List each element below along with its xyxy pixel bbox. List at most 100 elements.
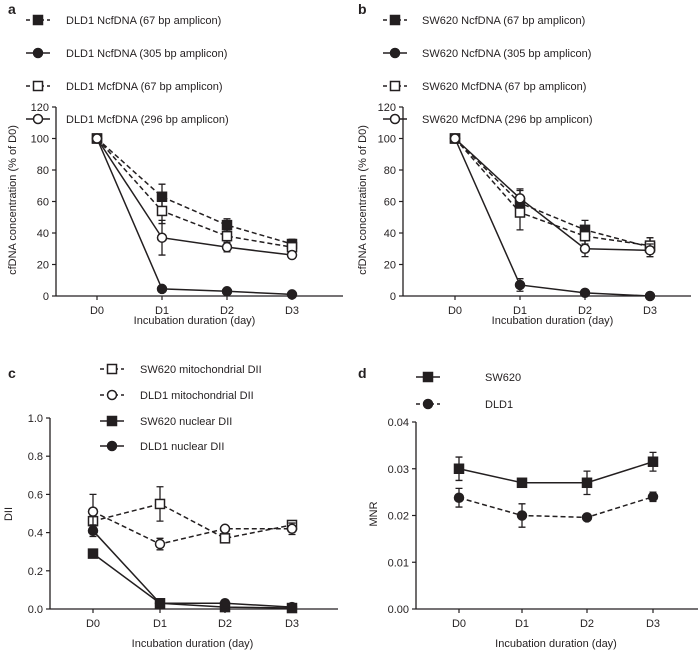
x-tick-label: D3 (285, 618, 299, 630)
data-point (87, 525, 99, 536)
legend-item: SW620 NcfDNA (305 bp amplicon) (383, 47, 591, 60)
y-tick-label: 60 (384, 197, 396, 209)
x-tick-label: D1 (513, 305, 527, 317)
series-line (454, 137, 651, 248)
panel-label: a (8, 1, 16, 17)
y-tick-label: 0.2 (28, 566, 43, 578)
legend-item: DLD1 mitochondrial DII (100, 389, 254, 402)
legend-marker (422, 371, 434, 383)
legend-label: DLD1 McfDNA (296 bp amplicon) (66, 114, 229, 126)
data-point (221, 230, 233, 242)
legend-marker (389, 14, 401, 26)
data-point (221, 219, 233, 231)
data-point (644, 245, 656, 256)
y-tick-label: 0 (390, 291, 396, 303)
data-point (221, 241, 233, 253)
legend-marker (32, 113, 44, 125)
legend-label: DLD1 NcfDNA (67 bp amplicon) (66, 15, 221, 27)
legend-marker (389, 80, 401, 92)
series-line (92, 510, 292, 545)
data-point (579, 230, 591, 242)
x-tick-label: D1 (515, 618, 529, 630)
series-dld1 (453, 487, 659, 528)
y-axis-label: cfDNA concentration (% of D0) (7, 125, 19, 275)
y-tick-label: 0.04 (388, 417, 409, 429)
series-sw620-mitochondrial-dii (87, 486, 298, 544)
series-line (96, 137, 293, 248)
data-point (154, 598, 166, 609)
y-tick-label: 20 (37, 260, 49, 272)
series-dld1-nuclear-dii (87, 524, 298, 613)
y-tick-label: 1.0 (28, 413, 43, 425)
data-point (581, 512, 593, 523)
legend-item: SW620 McfDNA (67 bp amplicon) (383, 80, 586, 93)
x-tick-label: D1 (155, 305, 169, 317)
legend-label: SW620 mitochondrial DII (140, 364, 262, 376)
x-tick-label: D0 (448, 305, 462, 317)
legend-item: DLD1 nuclear DII (100, 440, 224, 453)
legend-item: DLD1 McfDNA (67 bp amplicon) (26, 80, 223, 93)
legend-item: DLD1 NcfDNA (305 bp amplicon) (26, 47, 227, 60)
x-axis-label: Incubation duration (day) (495, 638, 617, 650)
data-point (647, 491, 659, 503)
data-point (514, 207, 526, 218)
series-line (458, 461, 654, 484)
y-tick-label: 100 (31, 134, 49, 146)
panel-label: c (8, 365, 16, 381)
legend-label: SW620 nuclear DII (140, 416, 232, 428)
series-line (454, 137, 651, 252)
legend-item: SW620 nuclear DII (100, 415, 232, 428)
legend-marker (106, 415, 118, 427)
legend-marker (106, 440, 118, 452)
y-tick-label: 0.00 (388, 604, 409, 616)
series-dld1-mcfdna-67-bp-amplicon- (91, 133, 298, 253)
data-point (219, 533, 231, 544)
legend-label: DLD1 nuclear DII (140, 441, 224, 453)
series-line (92, 503, 293, 540)
legend-marker (32, 14, 44, 26)
y-tick-label: 80 (37, 165, 49, 177)
data-point (581, 477, 593, 489)
series-line (96, 138, 293, 296)
series-dld1-mitochondrial-dii (87, 493, 298, 551)
data-point (91, 133, 103, 144)
series-dld1-mcfdna-296-bp-amplicon- (91, 133, 298, 261)
data-point (154, 538, 166, 550)
legend-label: DLD1 (485, 399, 513, 411)
series-dld1-ncfdna-305-bp-amplicon- (91, 133, 298, 300)
series-line (96, 138, 293, 256)
y-axis-label: MNR (368, 501, 380, 526)
panel-label: d (358, 365, 367, 381)
data-point (219, 523, 231, 535)
data-point (219, 598, 231, 609)
y-tick-label: 0.8 (28, 451, 43, 463)
series-line (458, 496, 654, 519)
data-point (156, 232, 168, 243)
legend-label: SW620 NcfDNA (67 bp amplicon) (422, 15, 585, 27)
x-tick-label: D2 (218, 618, 232, 630)
y-tick-label: 120 (31, 102, 49, 114)
y-tick-label: 40 (37, 228, 49, 240)
data-point (286, 523, 298, 535)
legend-label: SW620 McfDNA (67 bp amplicon) (422, 81, 586, 93)
series-sw620-ncfdna-67-bp-amplicon- (449, 133, 656, 258)
legend-label: SW620 (485, 372, 521, 384)
data-point (516, 510, 528, 521)
x-tick-label: D2 (220, 305, 234, 317)
series-line (454, 138, 651, 297)
legend-item: DLD1 (416, 398, 513, 411)
legend-label: DLD1 McfDNA (67 bp amplicon) (66, 81, 223, 93)
legend-label: DLD1 mitochondrial DII (140, 390, 254, 402)
y-axis-label: DII (3, 507, 15, 521)
x-tick-label: D3 (285, 305, 299, 317)
legend-marker (106, 363, 118, 375)
y-tick-label: 0.4 (28, 528, 43, 540)
legend-label: SW620 NcfDNA (305 bp amplicon) (422, 48, 591, 60)
data-point (87, 506, 99, 517)
y-axis-label: cfDNA concentration (% of D0) (357, 125, 369, 275)
series-sw620-mcfdna-296-bp-amplicon- (449, 133, 656, 258)
panel-label: b (358, 1, 367, 17)
data-point (156, 283, 168, 295)
data-point (286, 249, 298, 261)
